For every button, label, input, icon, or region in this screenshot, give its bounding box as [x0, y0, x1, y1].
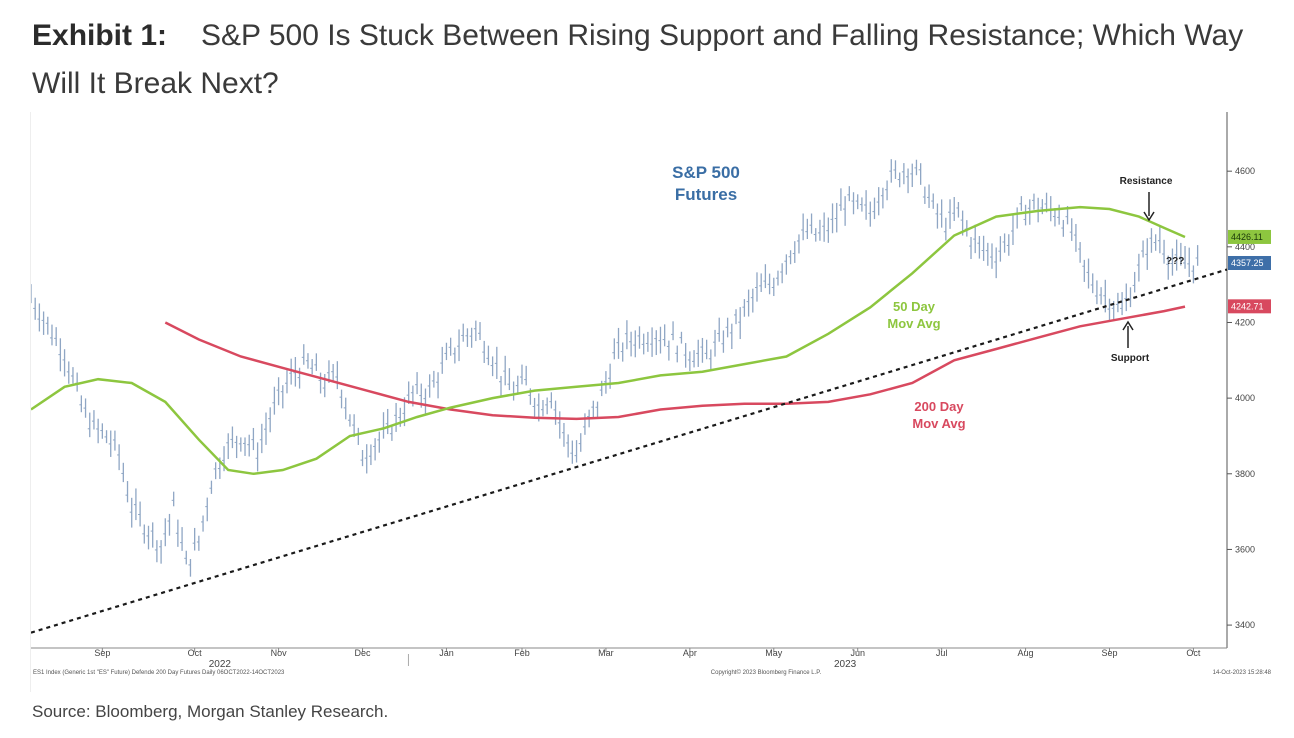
ma200-label: Mov Avg — [912, 416, 965, 431]
question-marks: ??? — [1166, 256, 1184, 267]
footer-left: ES1 Index (Generic 1st "ES" Future) Defe… — [33, 670, 285, 676]
ma200-value-tag: 4242.71 — [1231, 301, 1264, 311]
x-tick-label: Jul — [936, 648, 948, 658]
x-tick-label: Feb — [514, 648, 530, 658]
ma200-value-tag-box — [1228, 299, 1271, 314]
title-text: S&P 500 Is Stuck Between Rising Support … — [32, 19, 1244, 100]
x-tick-label: Oct — [188, 648, 203, 658]
footer-center: Copyright© 2023 Bloomberg Finance L.P. — [711, 669, 822, 676]
y-tick-label: 4000 — [1235, 393, 1255, 403]
price-value-tag-box — [1228, 255, 1271, 270]
ma50-value-tag-box — [1228, 229, 1271, 244]
exhibit-title: Exhibit 1: S&P 500 Is Stuck Between Risin… — [32, 12, 1252, 108]
exhibit-label: Exhibit 1: — [32, 19, 168, 52]
x-tick-label: Nov — [271, 648, 288, 658]
y-tick-label: 4400 — [1235, 242, 1255, 252]
futures-label: S&P 500 — [672, 163, 740, 182]
x-tick-label: Sep — [94, 648, 110, 658]
y-tick-label: 3600 — [1235, 544, 1255, 554]
y-tick-label: 3400 — [1235, 620, 1255, 630]
support-arrow-head — [1122, 320, 1134, 331]
x-tick-label: Oct — [1186, 648, 1201, 658]
support-trend-line — [30, 268, 1228, 634]
ma200-line — [164, 305, 1186, 421]
x-year-label: 2022 — [209, 659, 232, 670]
x-tick-label: Jan — [439, 648, 454, 658]
resistance-label: Resistance — [1120, 176, 1173, 187]
price-value-tag: 4357.25 — [1231, 258, 1264, 268]
x-tick-label: Dec — [355, 648, 372, 658]
y-tick-label: 4600 — [1235, 166, 1255, 176]
futures-label: Futures — [675, 185, 737, 204]
ma50-line — [30, 205, 1186, 476]
y-tick-label: 3800 — [1235, 469, 1255, 479]
ma50-label: Mov Avg — [887, 316, 940, 331]
x-tick-label: Aug — [1018, 648, 1034, 658]
chart-frame: 4600 4400 4200 4000 3800 3600 3400 Sep Oct Nov Dec… — [29, 112, 1275, 692]
y-tick-label: 4200 — [1235, 317, 1255, 327]
sp500-chart: 4600 4400 4200 4000 3800 3600 3400 Sep Oct Nov Dec… — [29, 112, 1272, 676]
resistance-arrow-head — [1143, 211, 1155, 222]
x-tick-label: Jun — [850, 648, 865, 658]
source-note: Source: Bloomberg, Morgan Stanley Resear… — [32, 702, 389, 721]
x-tick-label: May — [765, 648, 783, 658]
ma200-label: 200 Day — [914, 399, 964, 414]
x-tick-label: Mar — [598, 648, 614, 658]
ma50-value-tag: 4426.11 — [1231, 232, 1263, 242]
footer-right: 14-Oct-2023 15:28:48 — [1213, 670, 1272, 676]
x-year-label: 2023 — [834, 659, 857, 670]
x-tick-label: Sep — [1101, 648, 1117, 658]
ma50-label: 50 Day — [893, 299, 936, 314]
x-tick-label: Apr — [683, 648, 697, 658]
support-label: Support — [1111, 353, 1150, 364]
